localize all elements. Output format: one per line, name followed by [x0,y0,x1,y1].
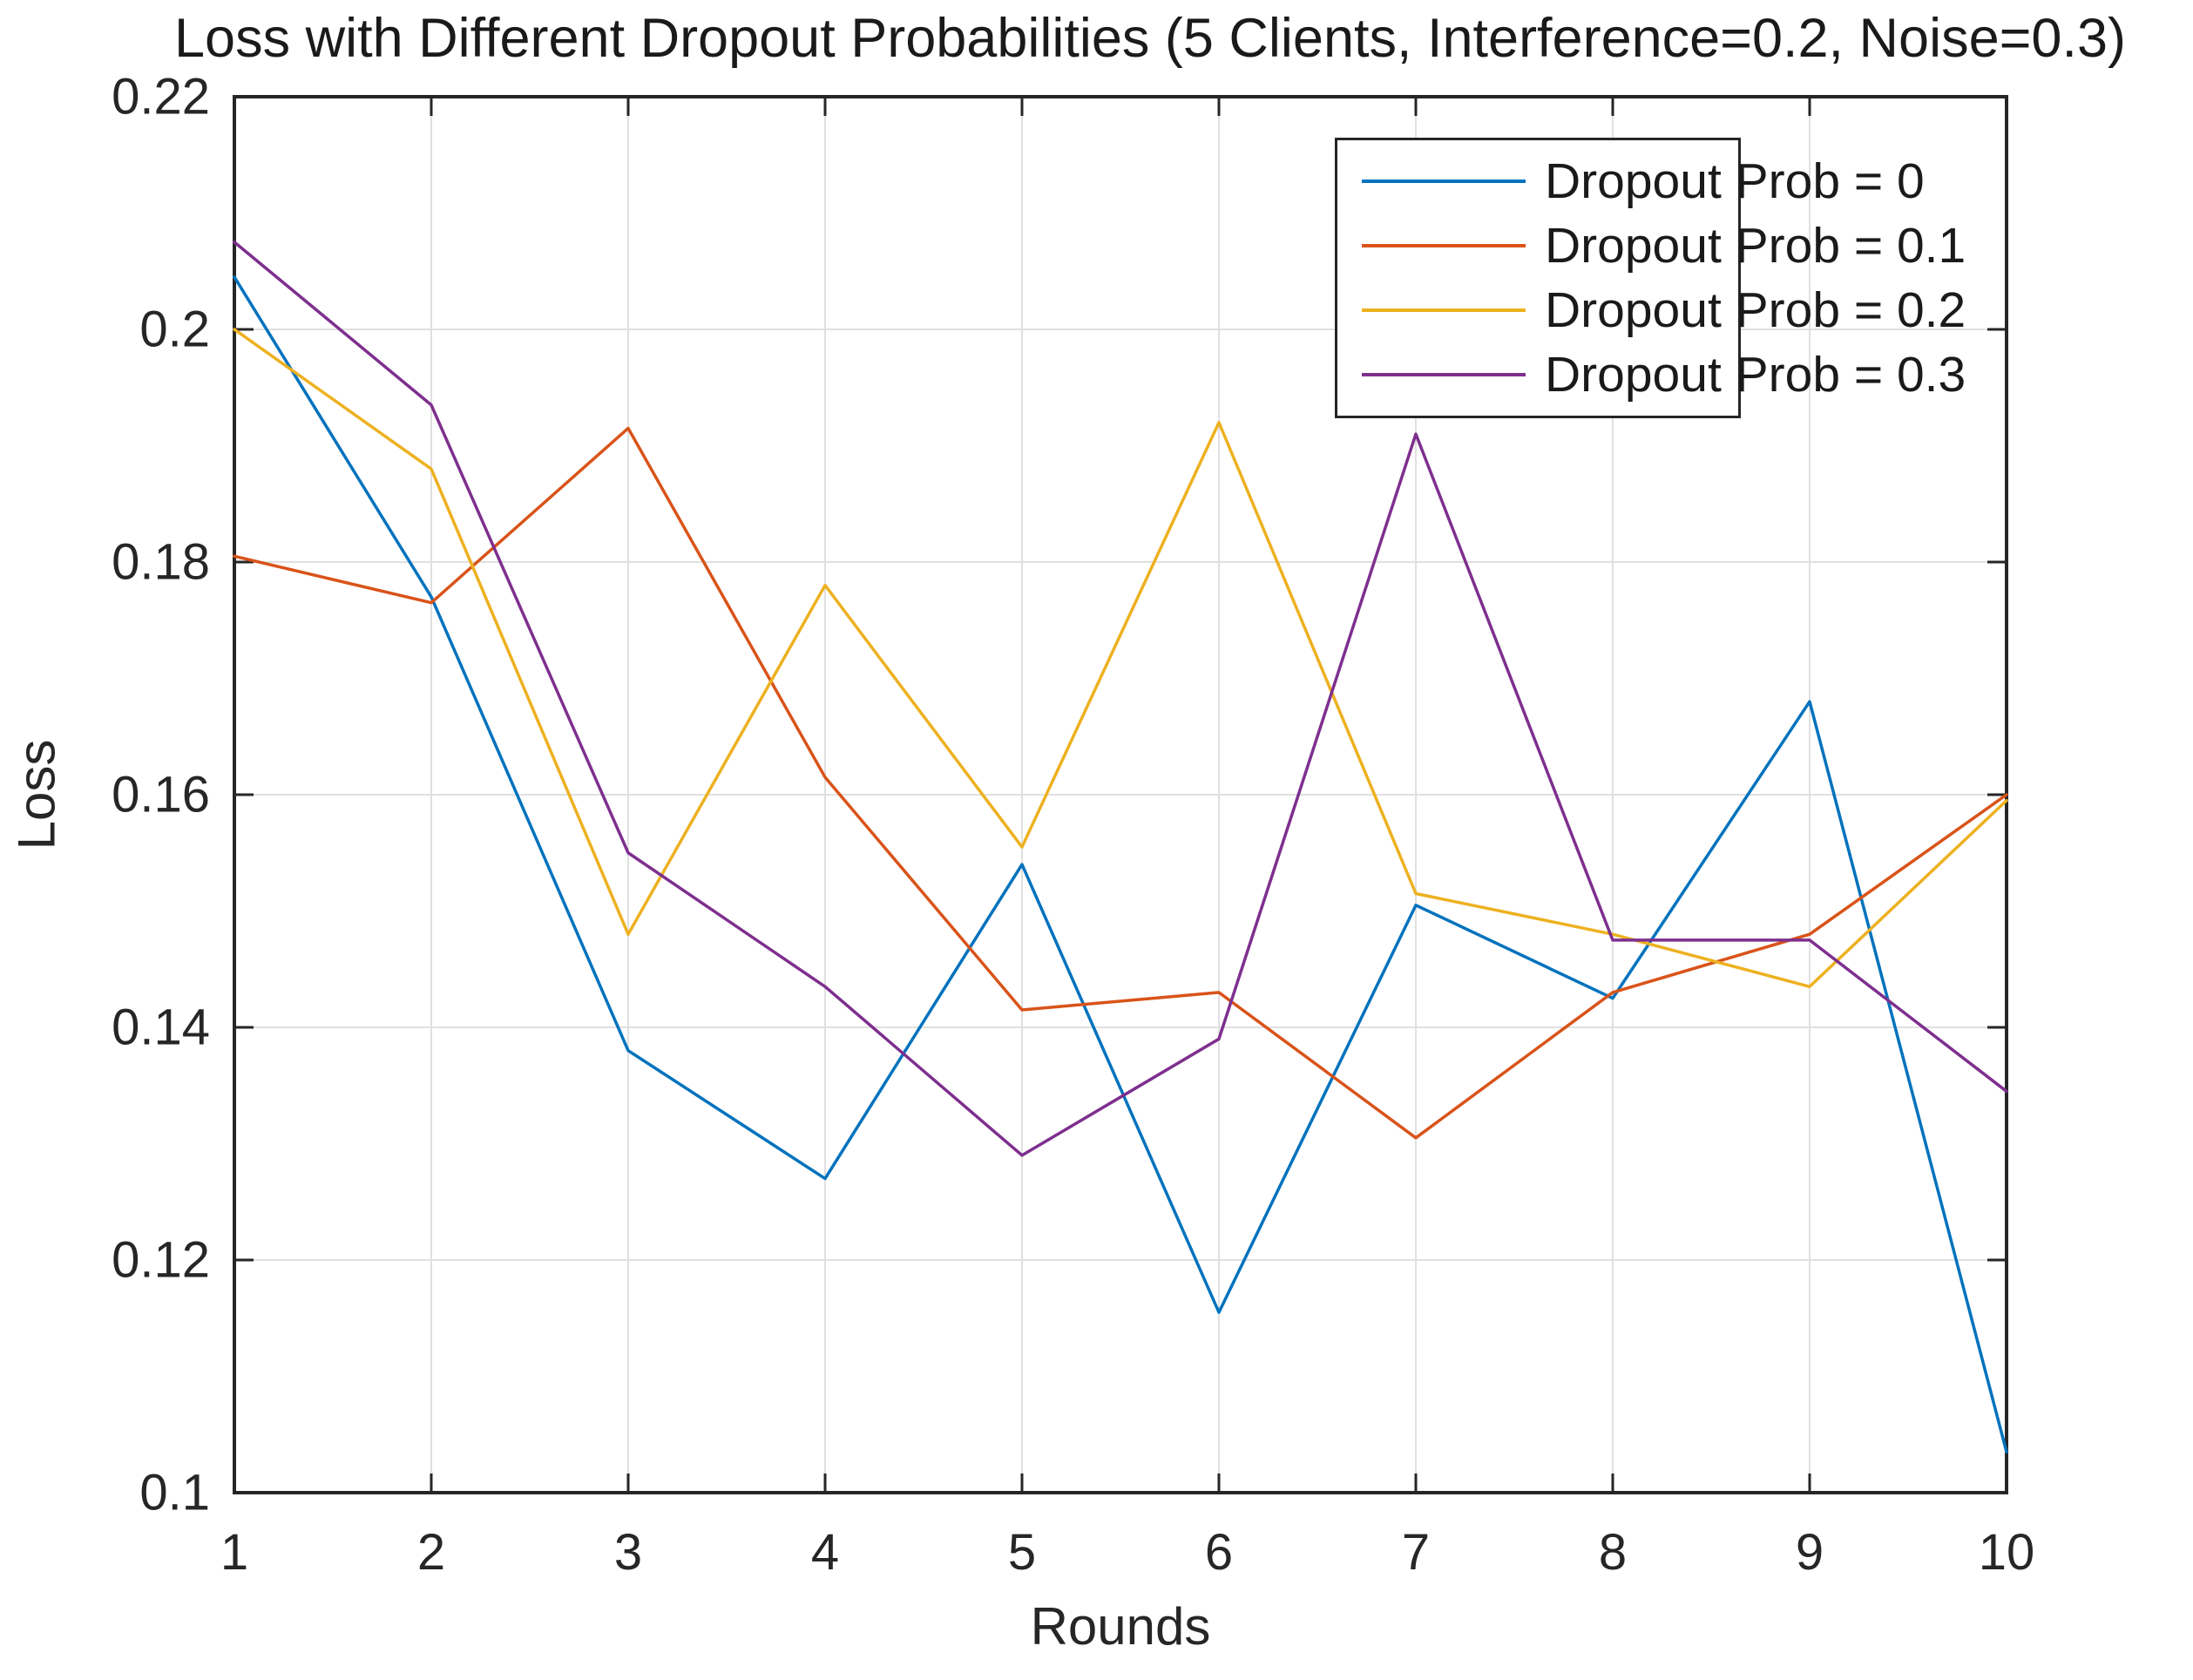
series-line-1 [233,426,2008,1140]
x-tick-label: 1 [220,1524,249,1581]
y-tick-label: 0.14 [112,999,210,1056]
legend-entry-0: Dropout Prob = 0 [1362,152,1925,210]
y-tick-label: 0.2 [139,301,210,358]
series-line-2 [233,328,2008,989]
x-tick-label: 10 [1978,1524,2035,1581]
x-tick-label: 5 [1007,1524,1037,1581]
x-tick-label: 2 [416,1524,446,1581]
y-axis-label: Loss [7,739,66,850]
legend-line-sample [1362,244,1526,247]
legend-label: Dropout Prob = 0.1 [1545,218,1966,274]
x-axis-label: Rounds [1030,1597,1211,1656]
legend-label: Dropout Prob = 0.2 [1545,282,1966,338]
y-tick-label: 0.18 [112,533,210,591]
x-tick-label: 9 [1795,1524,1824,1581]
y-tick-label: 0.1 [139,1464,210,1521]
x-tick-label: 3 [613,1524,643,1581]
legend: Dropout Prob = 0 Dropout Prob = 0.1 Dropou… [1335,138,1966,418]
legend-label: Dropout Prob = 0 [1545,153,1925,209]
x-tick-label: 4 [810,1524,840,1581]
series-line-0 [233,275,2008,1454]
legend-entry-1: Dropout Prob = 0.1 [1362,217,1966,274]
x-tick-label: 7 [1401,1524,1431,1581]
legend-label: Dropout Prob = 0.3 [1545,347,1966,403]
y-tick-label: 0.22 [112,68,210,125]
legend-entry-2: Dropout Prob = 0.2 [1362,281,1966,339]
series-line-3 [233,240,2008,1157]
legend-line-sample [1362,180,1526,183]
x-tick-label: 6 [1204,1524,1234,1581]
legend-entry-3: Dropout Prob = 0.3 [1362,346,1966,403]
legend-line-sample [1362,373,1526,376]
chart-title: Loss with Different Dropout Probabilitie… [174,8,2126,69]
legend-line-sample [1362,308,1526,312]
y-tick-label: 0.16 [112,766,210,823]
y-tick-label: 0.12 [112,1231,210,1289]
x-tick-label: 8 [1598,1524,1628,1581]
